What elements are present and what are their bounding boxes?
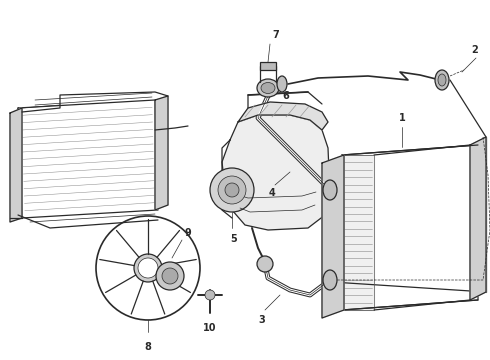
Text: 9: 9 — [184, 228, 191, 238]
Polygon shape — [470, 137, 486, 300]
Circle shape — [156, 262, 184, 290]
Polygon shape — [222, 115, 330, 230]
Circle shape — [162, 268, 178, 284]
Circle shape — [218, 176, 246, 204]
Polygon shape — [342, 155, 374, 310]
Polygon shape — [155, 96, 168, 210]
Ellipse shape — [277, 76, 287, 92]
Text: 6: 6 — [282, 91, 289, 101]
Ellipse shape — [261, 82, 275, 94]
Circle shape — [257, 256, 273, 272]
Ellipse shape — [438, 74, 446, 86]
Ellipse shape — [323, 270, 337, 290]
Ellipse shape — [257, 79, 279, 97]
Text: 4: 4 — [269, 188, 275, 198]
Circle shape — [138, 258, 158, 278]
Text: 8: 8 — [145, 342, 151, 352]
Circle shape — [205, 290, 215, 300]
Ellipse shape — [323, 180, 337, 200]
Circle shape — [134, 254, 162, 282]
Polygon shape — [342, 145, 478, 310]
Text: 2: 2 — [471, 45, 478, 55]
Text: 7: 7 — [272, 30, 279, 40]
Circle shape — [210, 168, 254, 212]
Text: 3: 3 — [259, 315, 266, 325]
Text: 1: 1 — [399, 113, 405, 123]
Polygon shape — [10, 108, 22, 222]
Polygon shape — [18, 100, 158, 218]
Polygon shape — [322, 155, 344, 318]
Text: 5: 5 — [231, 234, 237, 244]
Text: 10: 10 — [203, 323, 217, 333]
Polygon shape — [238, 102, 328, 130]
Bar — [260, 62, 276, 70]
Circle shape — [225, 183, 239, 197]
Ellipse shape — [435, 70, 449, 90]
